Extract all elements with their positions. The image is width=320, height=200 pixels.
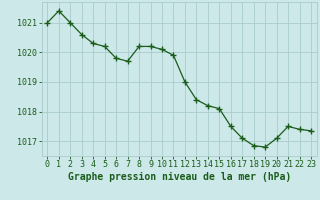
X-axis label: Graphe pression niveau de la mer (hPa): Graphe pression niveau de la mer (hPa) bbox=[68, 172, 291, 182]
